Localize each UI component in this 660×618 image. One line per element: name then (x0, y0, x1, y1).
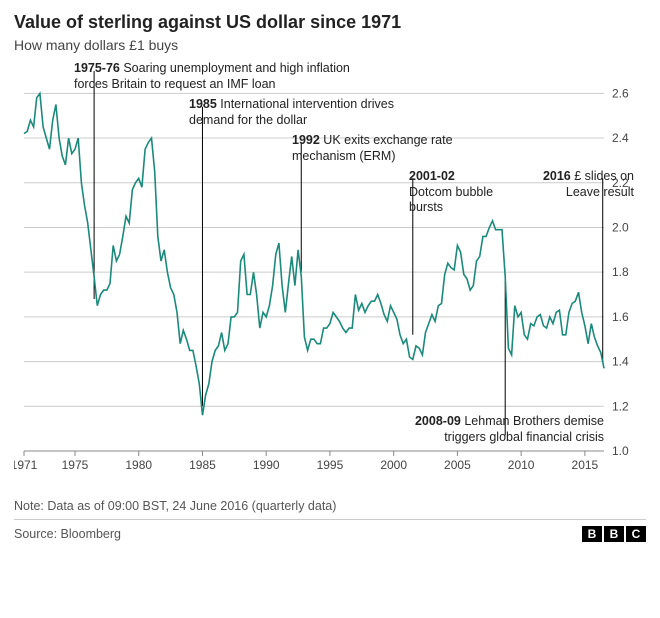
annotation-a4: 2001-02 Dotcom bubble bursts (409, 169, 494, 216)
svg-text:1.0: 1.0 (612, 444, 629, 458)
svg-text:2010: 2010 (508, 458, 535, 472)
svg-text:1990: 1990 (253, 458, 280, 472)
chart-container: Value of sterling against US dollar sinc… (0, 0, 660, 550)
svg-text:1995: 1995 (317, 458, 344, 472)
chart-subtitle: How many dollars £1 buys (14, 37, 646, 53)
svg-text:1975: 1975 (62, 458, 89, 472)
annotation-a1: 1975-76 Soaring unemployment and high in… (74, 61, 374, 92)
svg-text:2.4: 2.4 (612, 131, 629, 145)
svg-text:1985: 1985 (189, 458, 216, 472)
svg-text:2000: 2000 (380, 458, 407, 472)
footnote: Note: Data as of 09:00 BST, 24 June 2016… (14, 491, 646, 520)
annotation-a2: 1985 International intervention drives d… (189, 97, 419, 128)
svg-text:1.8: 1.8 (612, 265, 629, 279)
svg-text:1.6: 1.6 (612, 310, 629, 324)
chart-title: Value of sterling against US dollar sinc… (14, 12, 646, 33)
annotation-a6: 2008-09 Lehman Brothers demise triggers … (404, 414, 604, 445)
svg-text:2005: 2005 (444, 458, 471, 472)
plot-area: 1.01.21.41.61.82.02.22.42.61971197519801… (14, 61, 646, 491)
svg-text:1980: 1980 (125, 458, 152, 472)
svg-text:1.2: 1.2 (612, 399, 629, 413)
svg-text:2.0: 2.0 (612, 220, 629, 234)
bbc-logo: B B C (582, 526, 646, 542)
svg-text:2015: 2015 (572, 458, 599, 472)
bbc-logo-b1: B (582, 526, 602, 542)
svg-text:2.6: 2.6 (612, 86, 629, 100)
source-row: Source: Bloomberg B B C (14, 520, 646, 542)
bbc-logo-b2: B (604, 526, 624, 542)
source-text: Source: Bloomberg (14, 527, 121, 541)
annotation-a5: 2016 £ slides on Leave result (539, 169, 634, 200)
bbc-logo-c: C (626, 526, 646, 542)
svg-text:1971: 1971 (14, 458, 38, 472)
svg-text:1.4: 1.4 (612, 355, 629, 369)
annotation-a3: 1992 UK exits exchange rate mechanism (E… (292, 133, 482, 164)
